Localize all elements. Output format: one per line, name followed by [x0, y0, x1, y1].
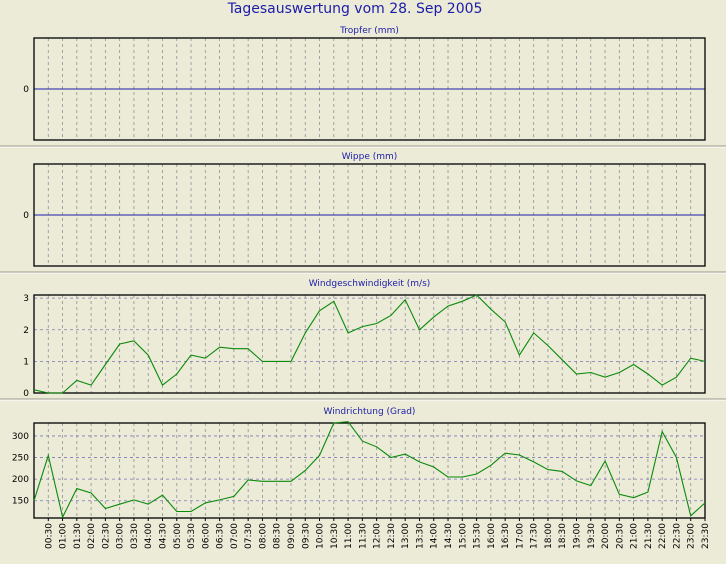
x-tick-label: 06:00	[201, 523, 211, 549]
x-tick-label: 18:30	[558, 523, 568, 549]
y-tick-label: 0	[23, 85, 29, 95]
y-tick-label: 3	[23, 294, 29, 304]
x-tick-label: 19:00	[573, 523, 583, 549]
x-tick-label: 07:00	[230, 523, 240, 549]
series-line	[33, 294, 706, 394]
panel-title: Windgeschwindigkeit (m/s)	[309, 279, 431, 289]
x-tick-label: 09:30	[301, 523, 311, 549]
x-tick-label: 19:30	[587, 523, 597, 549]
x-tick-label: 10:30	[330, 523, 340, 549]
plot-area	[34, 423, 705, 518]
x-tick-label: 20:30	[615, 523, 625, 549]
plot-frame	[33, 163, 706, 267]
x-tick-label: 02:30	[101, 523, 111, 549]
x-tick-label: 04:30	[159, 523, 169, 549]
x-tick-label: 11:00	[344, 523, 354, 549]
x-tick-label: 14:30	[444, 523, 454, 549]
series-line	[33, 421, 706, 519]
x-tick-label: 09:00	[287, 523, 297, 549]
y-tick-label: 250	[12, 454, 29, 464]
y-tick-label: 200	[12, 475, 29, 485]
x-tick-label: 08:00	[258, 523, 268, 549]
chart-panel-3: 0 1 2 3 Windgeschwindigkeit (m/s)	[0, 279, 726, 401]
y-tick-label: 0	[23, 211, 29, 221]
x-tick-label: 08:30	[273, 523, 283, 549]
page-title: Tagesauswertung vom 28. Sep 2005	[227, 1, 483, 17]
panel-title: Tropfer (mm)	[339, 26, 399, 36]
x-tick-label: 10:00	[316, 523, 326, 549]
x-tick-label: 21:30	[644, 523, 654, 549]
y-tick-label: 0	[23, 389, 29, 399]
x-tick-label: 01:00	[59, 523, 69, 549]
x-tick-label: 02:00	[87, 523, 97, 549]
x-tick-label: 12:00	[373, 523, 383, 549]
x-tick-label: 03:30	[130, 523, 140, 549]
chart-panel-4: 150 200 250 300 Windrichtung (Grad)	[12, 407, 706, 519]
x-tick-label: 16:30	[501, 523, 511, 549]
x-axis-ticks: 00:30 01:00 01:30 02:00 02:30 03:00 03:30 04:00…	[44, 518, 711, 549]
x-tick-label: 22:30	[672, 523, 682, 549]
x-tick-label: 17:00	[515, 523, 525, 549]
chart-panels: 0 Tropfer (mm) 0 Wippe (mm) 0 1 2 3 Windgeschwin…	[0, 26, 726, 519]
x-tick-label: 17:30	[530, 523, 540, 549]
x-tick-label: 05:30	[187, 523, 197, 549]
x-tick-label: 23:30	[701, 523, 711, 549]
plot-frame	[33, 422, 706, 519]
y-tick-label: 150	[12, 497, 29, 507]
chart-panel-2: 0 Wippe (mm)	[0, 152, 726, 274]
x-tick-label: 15:30	[473, 523, 483, 549]
y-tick-label: 1	[23, 357, 29, 367]
x-tick-label: 00:30	[44, 523, 54, 549]
x-tick-label: 15:00	[458, 523, 468, 549]
chart-panel-1: 0 Tropfer (mm)	[0, 26, 726, 148]
x-tick-label: 18:00	[544, 523, 554, 549]
panel-title: Wippe (mm)	[342, 152, 398, 162]
plot-frame	[33, 37, 706, 141]
x-tick-label: 21:00	[630, 523, 640, 549]
x-tick-label: 14:00	[430, 523, 440, 549]
x-tick-label: 03:00	[116, 523, 126, 549]
x-tick-label: 13:30	[416, 523, 426, 549]
panel-title: Windrichtung (Grad)	[324, 407, 416, 417]
x-tick-label: 05:00	[173, 523, 183, 549]
x-tick-label: 20:00	[601, 523, 611, 549]
x-tick-label: 01:30	[73, 523, 83, 549]
plot-frame	[33, 294, 706, 394]
y-tick-label: 2	[23, 326, 29, 336]
x-tick-label: 23:00	[687, 523, 697, 549]
x-tick-label: 07:30	[244, 523, 254, 549]
x-tick-label: 16:00	[487, 523, 497, 549]
x-tick-label: 06:30	[216, 523, 226, 549]
plot-area	[34, 295, 705, 393]
x-tick-label: 04:00	[144, 523, 154, 549]
x-tick-label: 12:30	[387, 523, 397, 549]
x-tick-label: 22:00	[658, 523, 668, 549]
x-tick-label: 13:00	[401, 523, 411, 549]
y-tick-label: 300	[12, 432, 29, 442]
x-tick-label: 11:30	[358, 523, 368, 549]
